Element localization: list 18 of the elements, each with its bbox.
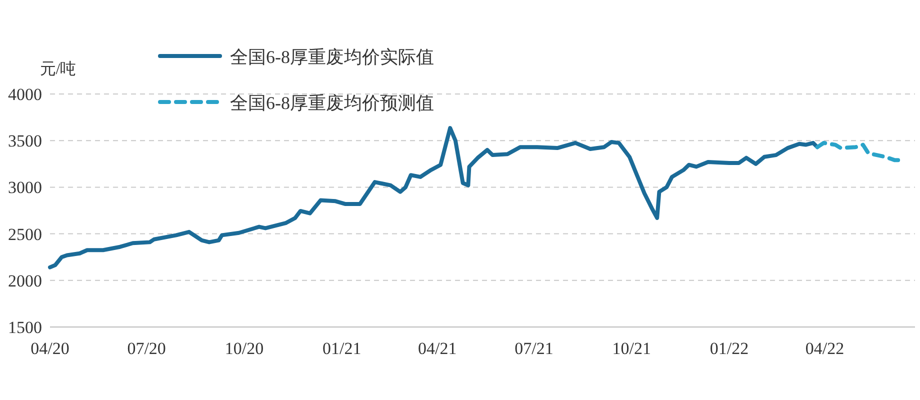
ytick: 3000 — [8, 178, 42, 198]
xtick: 04/20 — [30, 339, 70, 358]
xtick: 01/21 — [322, 339, 362, 358]
ytick: 2500 — [8, 224, 42, 244]
ylabel: 元/吨 — [40, 61, 76, 78]
xtick: 07/21 — [514, 339, 554, 358]
legend-label: 全国6-8厚重废均价预测值 — [230, 93, 434, 113]
ytick: 2000 — [8, 271, 42, 290]
xtick: 10/20 — [224, 339, 264, 358]
xtick: 04/22 — [805, 339, 844, 358]
ytick: 4000 — [8, 85, 42, 104]
xtick: 04/21 — [418, 339, 457, 358]
legend-label: 全国6-8厚重废均价实际值 — [230, 47, 434, 67]
xtick: 10/21 — [612, 339, 651, 358]
ytick: 3500 — [8, 132, 42, 151]
xtick: 07/20 — [127, 339, 166, 358]
xtick: 01/22 — [710, 339, 749, 358]
ytick: 1500 — [8, 318, 42, 337]
